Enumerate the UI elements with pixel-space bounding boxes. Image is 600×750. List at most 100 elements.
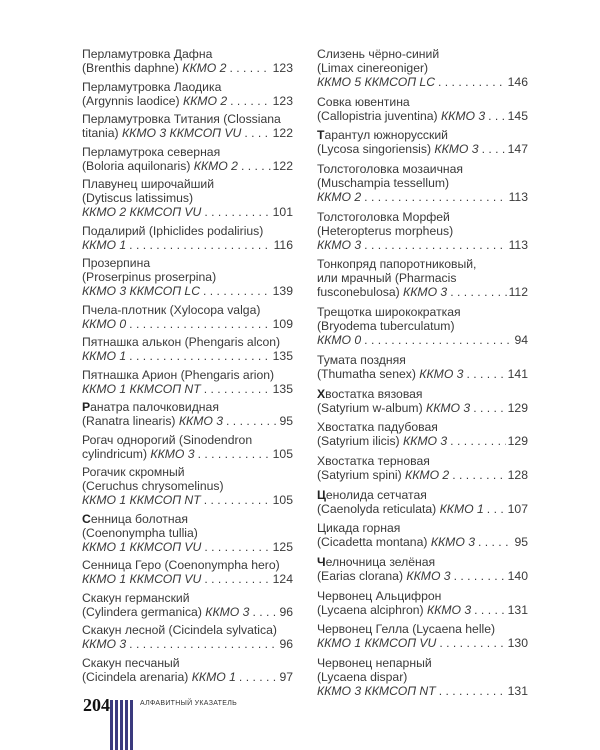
entry-page-number: 97 [279, 669, 293, 684]
index-entry: Ранатра палочковидная (Ranatra linearis) … [82, 400, 293, 428]
entry-name-line: Червонец Альцифрон [317, 588, 442, 603]
dot-leader [466, 367, 505, 381]
entry-status: ККМО 1 ККМСОП NT [82, 493, 201, 507]
entry-page-number: 145 [507, 108, 528, 123]
dot-leader [129, 238, 271, 252]
entry-status: ККМО 3 [426, 602, 472, 617]
entry-status: ККМО 2 [405, 467, 450, 482]
entry-reference-line: (Brenthis daphne) ККМО 2 123 [82, 61, 293, 75]
entry-name-line: Сенница болотная [82, 512, 293, 526]
entry-reference-line: ККМО 5 ККМСОП LC 146 [317, 75, 528, 89]
index-entry: Хвостатка падубовая (Satyrium ilicis) ККМ… [317, 420, 528, 448]
entry-reference-line: ККМО 0 94 [317, 333, 528, 347]
entry-status: ККМО 1 [191, 669, 236, 684]
section-initial-letter: Т [317, 128, 325, 143]
index-entry: Подалирий (Iphiclides podalirius)ККМО 1 1… [82, 224, 293, 252]
entry-latin-name: (Cicadetta montana) [317, 535, 431, 550]
entry-name-line: Хвостатка вязовая [317, 387, 528, 401]
entry-latin-name: (Lycaena alciphron) [317, 602, 427, 617]
entry-page-number: 107 [507, 501, 528, 516]
entry-name-line: Подалирий (Iphiclides podalirius) [82, 223, 264, 238]
entry-name-text: елночница зелёная [325, 554, 436, 569]
entry-page-number: 96 [279, 637, 293, 651]
index-column-left: Перламутровка Дафна (Brenthis daphne) ККМ… [82, 47, 293, 688]
entry-page-number: 113 [508, 190, 528, 205]
entry-latin-name: (Cicindela arenaria) [82, 669, 192, 684]
entry-page-number: 146 [507, 75, 528, 89]
entry-name-line: (Proserpinus proserpina) [82, 270, 217, 284]
entry-page-number: 101 [272, 205, 293, 219]
entry-reference-line: ККМО 3 ККМСОП NT 131 [317, 684, 528, 698]
entry-name-text: арантул южнорусский [324, 128, 448, 143]
entry-name-line: Пятнашка алькон (Phengaris alcon) [82, 335, 281, 349]
entry-latin-name: (Satyrium ilicis) [317, 434, 403, 449]
entry-name-line: Прозерпина [82, 256, 151, 270]
entry-page-number: 131 [507, 602, 528, 617]
dot-leader [204, 493, 271, 507]
index-entry: Ценолида сетчатая (Caenolyda reticulata) … [317, 488, 528, 516]
entry-status: ККМО 0 [82, 316, 127, 331]
decorative-bar [115, 700, 118, 750]
entry-name-line: Перламутровка Титания (Clossiana [82, 112, 281, 126]
entry-name-line: Тарантул южнорусский [317, 128, 528, 142]
index-entry: Слизень чёрно-синий (Limax cinereoniger) К… [317, 47, 528, 89]
dot-leader [474, 603, 506, 617]
entry-name-text: енолида сетчатая [325, 487, 427, 502]
entry-status: ККМО 3 [82, 637, 127, 651]
entry-reference-line: (Satyrium w-album) ККМО 3 129 [317, 401, 528, 415]
index-entry: Хвостатка терновая (Satyrium spini) ККМО … [317, 454, 528, 482]
entry-status: ККМО 1 [82, 237, 127, 252]
dot-leader [364, 190, 506, 204]
entry-latin-name: (Ranatra linearis) [82, 414, 179, 428]
entry-reference-line: ККМО 3 ККМСОП LC 139 [82, 284, 293, 298]
entry-name-line: Скакун германский [82, 590, 190, 605]
index-entry: Совка ювентина (Callopistria juventina) К… [317, 95, 528, 123]
entry-reference-line: (Callopistria juventina) ККМО 3 145 [317, 109, 528, 123]
index-entry: Червонец непарный (Lycaena dispar) ККМО 3 … [317, 656, 528, 698]
entry-reference-line: ККМО 0 109 [82, 317, 293, 331]
index-entry: Сенница Геро (Coenonympha hero) ККМО 1 КК… [82, 558, 293, 586]
entry-reference-line: (Boloria aquilonaris) ККМО 2 122 [82, 159, 293, 173]
entry-page-number: 116 [273, 237, 293, 252]
entry-reference-line: ККМО 2 113 [317, 190, 528, 204]
index-entry: Рогач однорогий (Sinodendron cylindricum)… [82, 433, 293, 461]
index-entry: Пчела-плотник (Xylocopa valga)ККМО 0 109 [82, 303, 293, 331]
entry-name-line: Перламутровка Лаодика [82, 79, 222, 94]
entry-status: ККМО 3 [317, 237, 362, 252]
index-entry: Червонец Гелла (Lycaena helle) ККМО 1 ККМ… [317, 622, 528, 650]
entry-name-line: (Lycaena dispar) [317, 670, 408, 684]
entry-reference-line: (Lycosa singoriensis) ККМО 3 147 [317, 142, 528, 156]
entry-page-number: 141 [507, 366, 528, 381]
entry-page-number: 95 [514, 535, 528, 550]
entry-status: ККМО 3 [403, 285, 448, 300]
dot-leader [488, 109, 506, 123]
entry-latin-name: (Thumatha senex) [317, 366, 420, 381]
entry-reference-line: ККМО 3 96 [82, 637, 293, 651]
entry-name-line: (Heteropterus morpheus) [317, 223, 454, 238]
section-initial-letter: Ч [317, 554, 326, 569]
entry-latin-name: (Satyrium spini) [317, 467, 406, 482]
decorative-bar [120, 700, 123, 750]
entry-page-number: 94 [514, 333, 528, 348]
section-title: АЛФАВИТНЫЙ УКАЗАТЕЛЬ [140, 700, 237, 707]
entry-latin-name: (Brenthis daphne) [82, 61, 183, 75]
entry-name-line: (Bryodema tuberculatum) [317, 319, 455, 334]
dot-leader [450, 434, 505, 448]
entry-name-line: Скакун лесной (Cicindela sylvatica) [82, 623, 277, 637]
entry-status: ККМО 2 [182, 93, 228, 108]
entry-status: ККМО 5 ККМСОП LC [317, 75, 436, 89]
entry-status: ККМО 3 ККМСОП VU [121, 126, 242, 140]
index-entry: Хвостатка вязовая (Satyrium w-album) ККМО… [317, 387, 528, 415]
entry-name-line: Совка ювентина [317, 94, 410, 109]
entry-name-line: Цикада горная [317, 521, 401, 536]
index-entry: Перламутровка Лаодика (Argynnis laodice) … [82, 80, 293, 108]
decorative-bar [110, 700, 113, 750]
index-entry: Пятнашка Арион (Phengaris arion) ККМО 1 К… [82, 368, 293, 396]
entry-page-number: 109 [272, 316, 293, 331]
dot-leader [203, 284, 271, 298]
entry-name-line: Сенница Геро (Coenonympha hero) [82, 558, 280, 572]
index-entry: Цикада горная(Cicadetta montana) ККМО 3 9… [317, 521, 528, 549]
index-entry: Толстоголовка мозаичная (Muschampia tesse… [317, 162, 528, 204]
section-initial-letter: С [82, 511, 91, 526]
entry-page-number: 105 [272, 446, 293, 461]
